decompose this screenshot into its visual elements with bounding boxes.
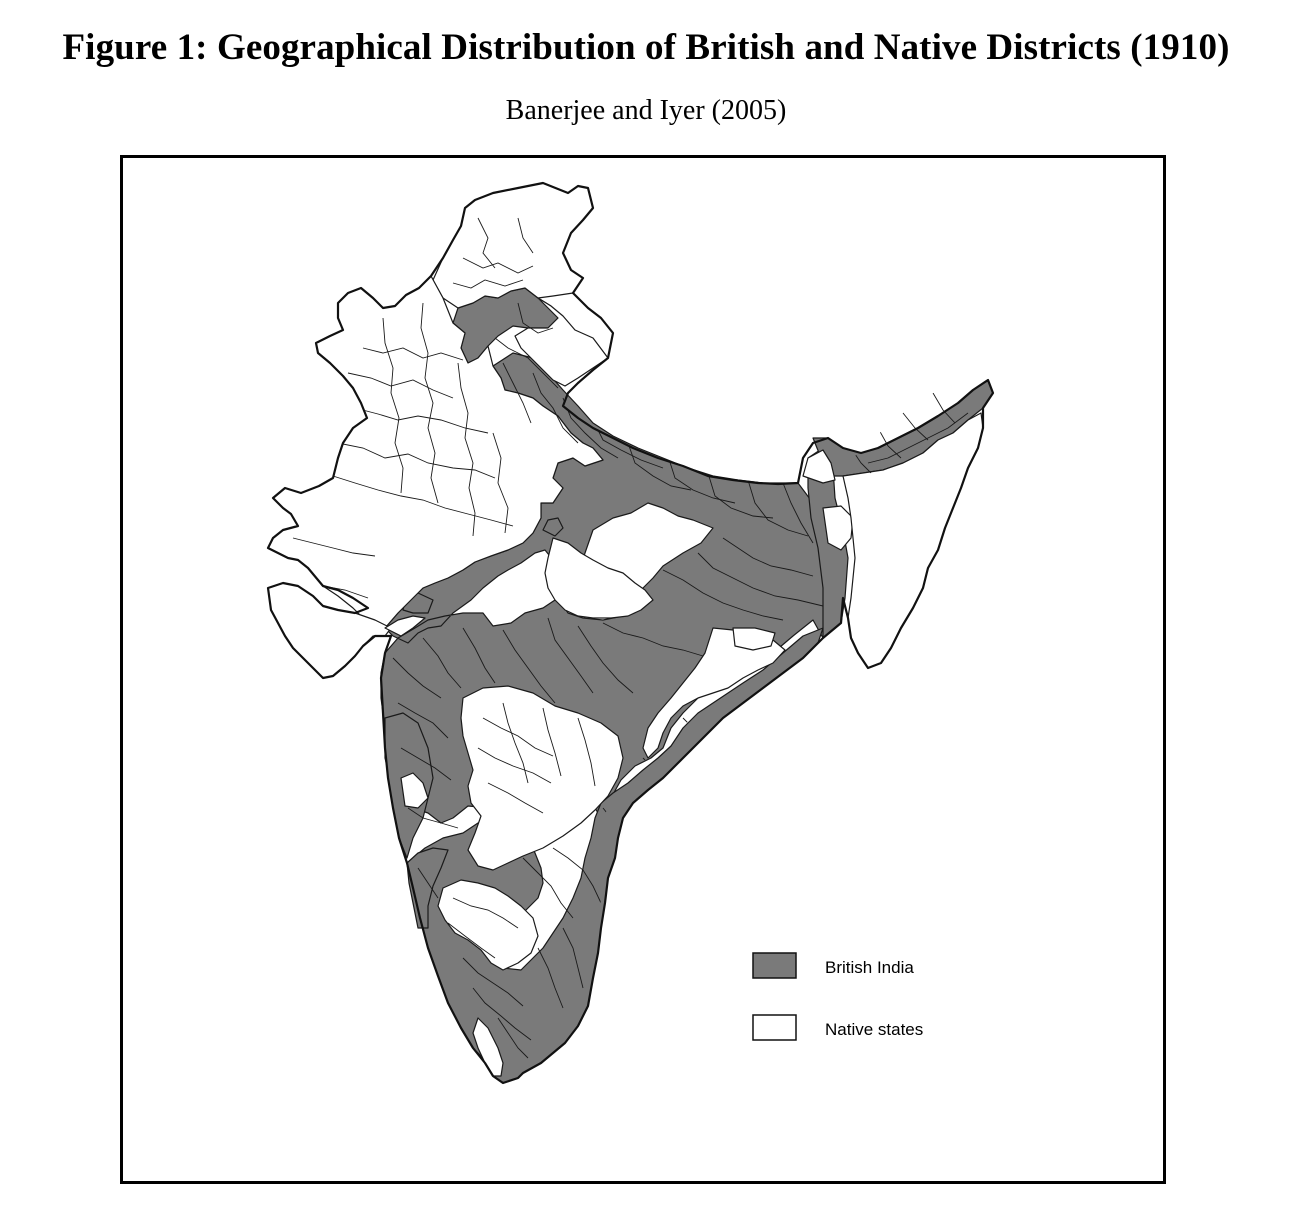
region-baroda-kathiawar (384, 615, 426, 637)
region-goa-strip (400, 772, 429, 809)
region-bengal-states (822, 505, 854, 551)
region-sikkim-nepal-border (802, 449, 836, 484)
legend-swatch-native-states (752, 1014, 797, 1041)
india-map-svg: British India Native states (266, 181, 995, 1085)
region-travancore (472, 1017, 504, 1077)
region-orissa-states (732, 627, 776, 651)
region-chhattisgarh-states (642, 627, 786, 759)
india-outline (266, 181, 995, 1085)
region-tehri-states (514, 297, 609, 387)
figure-title: Figure 1: Geographical Distribution of B… (62, 27, 1230, 68)
legend-swatch-british-india (752, 952, 797, 979)
native-states-regions (267, 182, 984, 1077)
legend-label-native-states: Native states (825, 1020, 923, 1039)
region-gwalior-bhopal (544, 537, 654, 619)
legend-label-british-india: British India (825, 958, 914, 977)
map-frame: British India Native states (120, 155, 1166, 1184)
map-legend: British India Native states (752, 952, 923, 1041)
region-central-india (542, 517, 564, 537)
figure-subtitle: Banerjee and Iyer (2005) (505, 95, 787, 126)
region-kashmir (432, 182, 594, 309)
